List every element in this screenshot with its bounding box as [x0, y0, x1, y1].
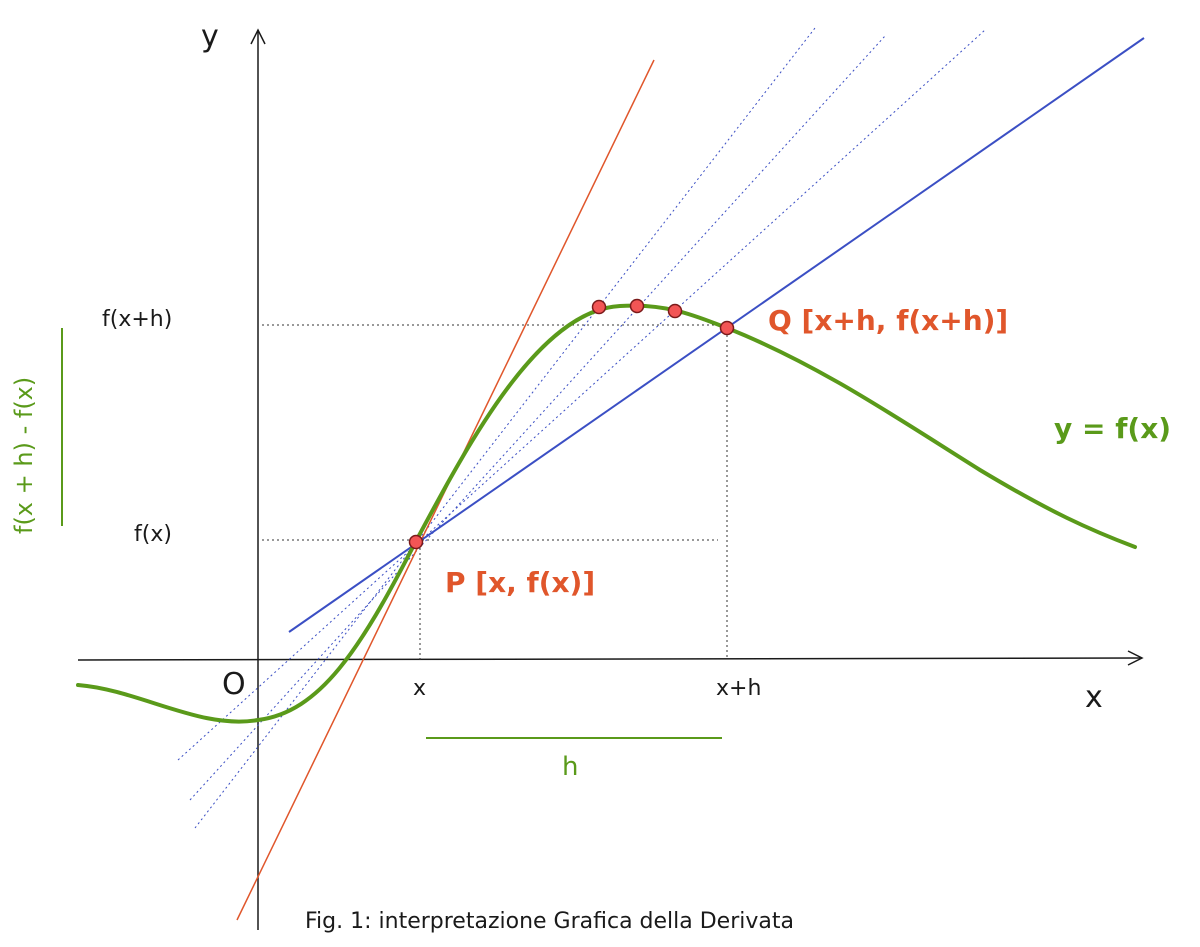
point-approach-1 — [591, 299, 607, 315]
point-q — [719, 320, 735, 336]
delta-y-label: f(x + h) - f(x) — [10, 377, 38, 534]
points — [408, 298, 735, 550]
xh-tick-label: x+h — [716, 676, 761, 701]
secant-dotted-1 — [177, 29, 986, 761]
curve-label: y = f(x) — [1054, 412, 1171, 445]
point-p — [408, 534, 424, 550]
x-axis-arrow — [1127, 650, 1144, 666]
function-curve — [76, 303, 1137, 724]
point-q-label: Q [x+h, f(x+h)] — [768, 304, 1008, 337]
secant-dotted-2 — [189, 35, 886, 801]
figure-caption: Fig. 1: interpretazione Grafica della De… — [305, 909, 794, 934]
point-p-label: P [x, f(x)] — [445, 566, 595, 599]
fxh-label: f(x+h) — [102, 307, 172, 332]
y-axis-label: y — [201, 19, 219, 54]
h-label: h — [562, 752, 578, 782]
secant-line — [288, 37, 1145, 633]
x-tick-label: x — [413, 676, 426, 701]
point-approach-2 — [629, 298, 645, 314]
point-approach-3 — [667, 303, 683, 319]
y-axis-arrow — [250, 28, 266, 45]
x-axis — [77, 657, 1143, 661]
guide-lines — [262, 324, 728, 660]
x-axis-label: x — [1085, 680, 1103, 715]
origin-label: O — [222, 667, 246, 702]
fx-label: f(x) — [134, 522, 172, 547]
approaching-secants — [177, 27, 986, 829]
secant-dotted-3 — [194, 27, 816, 829]
